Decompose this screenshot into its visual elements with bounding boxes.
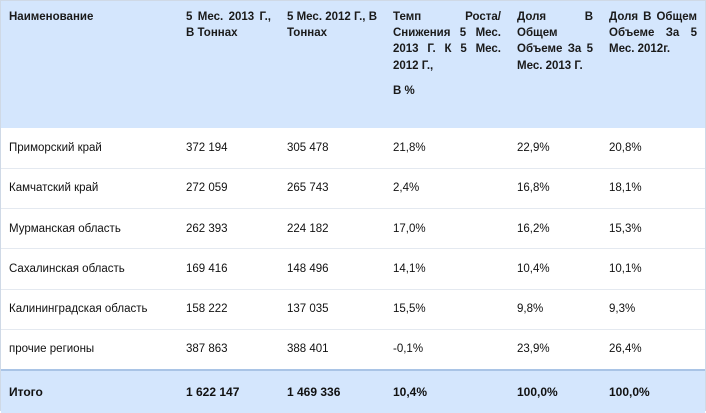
total-volume-2013: 1 622 147 bbox=[178, 368, 279, 413]
region-name: Приморский край bbox=[1, 128, 178, 169]
table-row: Камчатский край 272 059 265 743 2,4% 16,… bbox=[1, 168, 705, 210]
growth-rate: 14,1% bbox=[385, 248, 509, 290]
share-2012: 10,1% bbox=[601, 248, 705, 290]
volume-2012: 265 743 bbox=[279, 168, 385, 210]
share-2013: 10,4% bbox=[509, 248, 601, 290]
total-share-2013: 100,0% bbox=[509, 368, 601, 413]
volume-2012: 224 182 bbox=[279, 208, 385, 250]
volume-2013: 169 416 bbox=[178, 248, 279, 290]
header-volume-2012: 5 Мес. 2012 Г., В Тоннах bbox=[287, 11, 377, 40]
table-row: прочие регионы 387 863 388 401 -0,1% 23,… bbox=[1, 329, 705, 369]
header-share-2013: Доля В Общем Объеме За 5 Мес. 2013 Г. bbox=[517, 11, 593, 72]
region-name: Камчатский край bbox=[1, 168, 178, 210]
volume-2013: 262 393 bbox=[178, 208, 279, 250]
header-growth-text: Темп Роста/ Снижения 5 Мес. 2013 Г. К 5 … bbox=[393, 11, 501, 72]
share-2012: 26,4% bbox=[609, 343, 642, 356]
growth-rate: 21,8% bbox=[385, 128, 509, 169]
header-growth-unit: В % bbox=[393, 84, 415, 97]
share-2012: 15,3% bbox=[601, 208, 705, 250]
share-2012: 18,1% bbox=[601, 168, 705, 210]
volume-2012: 305 478 bbox=[279, 128, 385, 169]
total-growth-rate: 10,4% bbox=[385, 368, 509, 413]
table-row: Сахалинская область 169 416 148 496 14,1… bbox=[1, 248, 705, 290]
volume-2012: 137 035 bbox=[279, 289, 385, 330]
total-share-2012: 100,0% bbox=[601, 368, 705, 413]
share-2012: 9,3% bbox=[601, 289, 705, 330]
share-2013: 23,9% bbox=[517, 343, 550, 356]
volume-2013: 387 863 bbox=[186, 343, 228, 356]
volume-2013: 372 194 bbox=[178, 128, 279, 169]
header-volume-2013: 5 Мес. 2013 Г., В Тоннах bbox=[186, 11, 271, 40]
volume-2012: 388 401 bbox=[287, 343, 329, 356]
growth-rate: 15,5% bbox=[385, 289, 509, 330]
share-2013: 9,8% bbox=[509, 289, 601, 330]
growth-rate: 2,4% bbox=[385, 168, 509, 210]
share-2012: 20,8% bbox=[601, 128, 705, 169]
share-2013: 16,2% bbox=[509, 208, 601, 250]
region-name: прочие регионы bbox=[9, 343, 95, 356]
share-2013: 22,9% bbox=[509, 128, 601, 169]
region-name: Калининградская область bbox=[1, 289, 178, 330]
table-row: Мурманская область 262 393 224 182 17,0%… bbox=[1, 208, 705, 250]
header-name: Наименование bbox=[9, 11, 94, 23]
table-row: Калининградская область 158 222 137 035 … bbox=[1, 289, 705, 330]
header-growth: Темп Роста/ Снижения 5 Мес. 2013 Г. К 5 … bbox=[385, 1, 509, 128]
table-header-row: Наименование 5 Мес. 2013 Г., В Тоннах 5 … bbox=[1, 1, 705, 128]
volume-2012: 148 496 bbox=[279, 248, 385, 290]
header-share-2012: Доля В Общем Объеме За 5 Мес. 2012г. bbox=[609, 11, 697, 56]
total-row: Итого 1 622 147 1 469 336 10,4% 100,0% 1… bbox=[1, 368, 705, 413]
total-volume-2012: 1 469 336 bbox=[279, 368, 385, 413]
total-label: Итого bbox=[1, 368, 178, 413]
growth-rate: 17,0% bbox=[385, 208, 509, 250]
share-2013: 16,8% bbox=[509, 168, 601, 210]
volume-2013: 272 059 bbox=[178, 168, 279, 210]
region-name: Сахалинская область bbox=[1, 248, 178, 290]
table-row: Приморский край 372 194 305 478 21,8% 22… bbox=[1, 128, 705, 169]
volume-2013: 158 222 bbox=[178, 289, 279, 330]
growth-rate: -0,1% bbox=[393, 343, 424, 356]
region-name: Мурманская область bbox=[1, 208, 178, 250]
